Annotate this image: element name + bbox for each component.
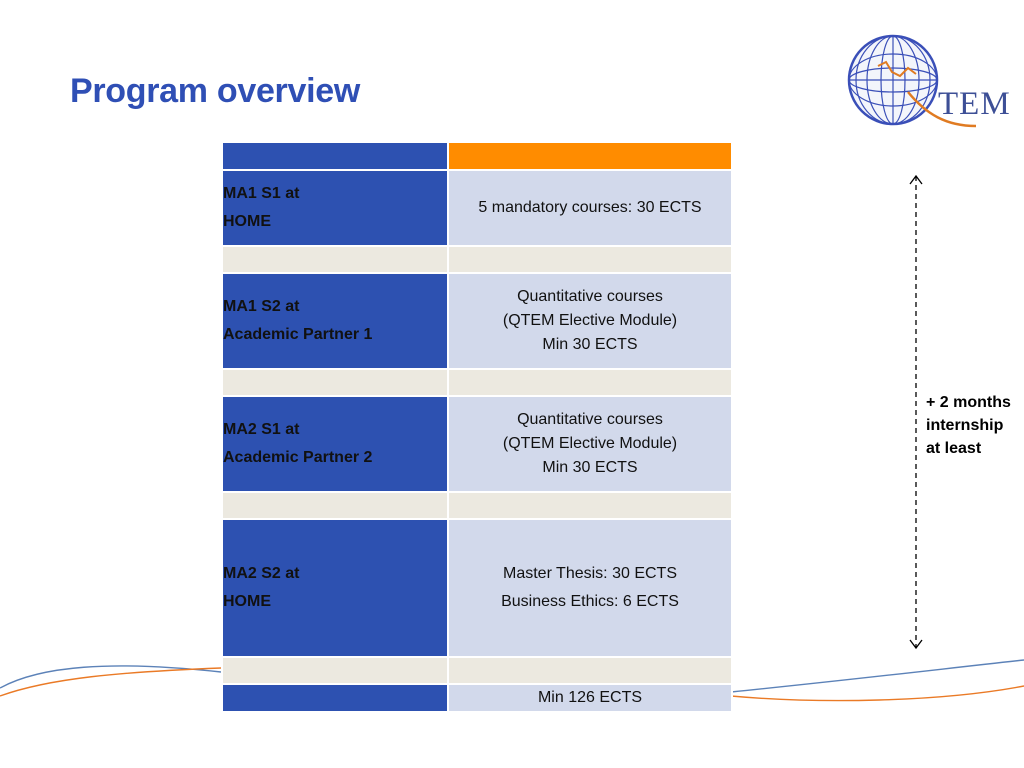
total-cell: Min 126 ECTS: [447, 683, 733, 713]
course-line: Quantitative courses: [517, 411, 663, 428]
table-row: [221, 656, 733, 685]
program-table: MA1 S1 at HOME 5 mandatory courses: 30 ECT…: [221, 141, 733, 713]
table-row: [221, 141, 733, 171]
globe-icon: [847, 34, 977, 128]
total-label-cell: [221, 683, 449, 713]
spacer-cell: [447, 245, 733, 274]
header-cell-blue: [221, 141, 449, 171]
total-text: Min 126 ECTS: [537, 689, 643, 706]
spacer-cell: [447, 656, 733, 685]
courses-cell: Master Thesis: 30 ECTS Business Ethics: 6…: [447, 518, 733, 658]
course-line: Master Thesis: 30 ECTS: [503, 565, 677, 582]
spacer-cell: [221, 656, 449, 685]
courses-cell: Quantitative courses (QTEM Elective Modul…: [447, 272, 733, 370]
internship-line: + 2 months: [926, 394, 1011, 411]
page-title: Program overview: [70, 72, 360, 110]
spacer-cell: [447, 491, 733, 520]
course-line: Business Ethics: 6 ECTS: [501, 593, 679, 610]
internship-note: + 2 months internship at least: [926, 391, 1011, 460]
spacer-cell: [221, 245, 449, 274]
semester-label-line: Academic Partner 2: [223, 449, 373, 466]
courses-cell: 5 mandatory courses: 30 ECTS: [447, 169, 733, 247]
course-line: (QTEM Elective Module): [502, 435, 678, 452]
table-row: [221, 368, 733, 397]
semester-cell: MA1 S2 at Academic Partner 1: [221, 272, 449, 370]
logo-text: TEM: [938, 86, 1011, 122]
semester-cell: MA1 S1 at HOME: [221, 169, 449, 247]
table-row: Min 126 ECTS: [221, 683, 733, 713]
internship-line: at least: [926, 440, 982, 457]
header-cell-orange: [447, 141, 733, 171]
spacer-cell: [221, 368, 449, 397]
semester-label-line: HOME: [223, 213, 271, 230]
table-row: MA2 S2 at HOME Master Thesis: 30 ECTS Busin…: [221, 518, 733, 658]
course-line: Min 30 ECTS: [542, 459, 638, 476]
internship-line: internship: [926, 417, 1004, 434]
duration-arrow: [909, 174, 923, 650]
semester-label-line: MA2 S1 at: [223, 421, 300, 438]
course-line: Quantitative courses: [517, 288, 663, 305]
spacer-cell: [221, 491, 449, 520]
spacer-cell: [447, 368, 733, 397]
semester-label-line: MA1 S2 at: [223, 298, 300, 315]
table-row: [221, 491, 733, 520]
semester-label-line: HOME: [223, 593, 271, 610]
course-line: 5 mandatory courses: 30 ECTS: [478, 199, 702, 216]
semester-cell: MA2 S2 at HOME: [221, 518, 449, 658]
semester-cell: MA2 S1 at Academic Partner 2: [221, 395, 449, 493]
table-row: MA2 S1 at Academic Partner 2 Quantitative …: [221, 395, 733, 493]
table-row: [221, 245, 733, 274]
table-row: MA1 S1 at HOME 5 mandatory courses: 30 ECT…: [221, 169, 733, 247]
table-row: MA1 S2 at Academic Partner 1 Quantitative …: [221, 272, 733, 370]
courses-cell: Quantitative courses (QTEM Elective Modul…: [447, 395, 733, 493]
course-line: (QTEM Elective Module): [502, 312, 678, 329]
semester-label-line: Academic Partner 1: [223, 326, 373, 343]
semester-label-line: MA1 S1 at: [223, 185, 300, 202]
semester-label-line: MA2 S2 at: [223, 565, 300, 582]
course-line: Min 30 ECTS: [542, 336, 638, 353]
